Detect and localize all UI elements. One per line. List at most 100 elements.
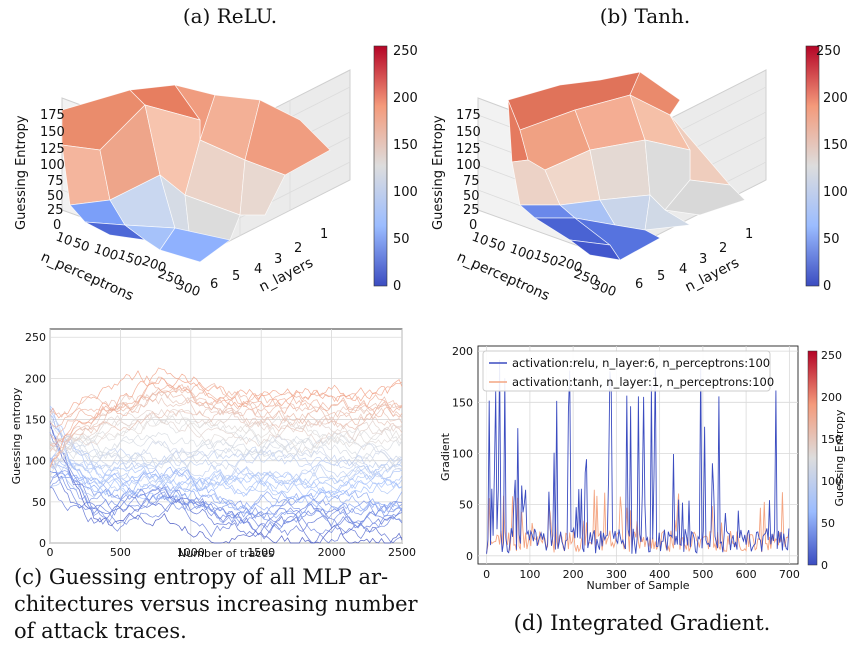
x-tick-a: 50 xyxy=(71,236,92,256)
z-tick-b: 125 xyxy=(456,142,481,157)
cbar-tick-d: 250 xyxy=(821,349,842,362)
colorbar-a xyxy=(373,45,388,287)
surface-b xyxy=(507,71,746,261)
y-tick-d: 100 xyxy=(452,447,473,460)
colorbar-b xyxy=(805,45,820,287)
trace-line xyxy=(49,469,403,514)
cbar-tick-b: 0 xyxy=(823,279,831,294)
x-label-d: Number of Sample xyxy=(586,579,689,592)
y-tick-c: 50 xyxy=(32,496,46,509)
x-tick-d: 600 xyxy=(736,568,757,581)
panel-c: 0 500 1000 1500 2000 2500 0 50 100 150 200 250 Numb… xyxy=(10,328,419,643)
trace-line xyxy=(49,457,403,519)
traces-d xyxy=(486,359,790,554)
traces-c xyxy=(49,367,403,544)
cbar-tick-a: 250 xyxy=(393,44,418,59)
series-relu-line xyxy=(486,359,790,554)
caption-a: (a) ReLU. xyxy=(183,4,277,28)
z-tick-b: 25 xyxy=(463,203,480,218)
z-tick-a: 125 xyxy=(40,142,65,157)
x-tick-d: 0 xyxy=(483,568,490,581)
z-label-b: Guessing Entropy xyxy=(431,115,446,230)
z-tick-b: 175 xyxy=(456,108,481,123)
y-label-a: n_layers xyxy=(257,255,316,296)
y-label-b: n_layers xyxy=(683,255,742,296)
caption-c-line3: of attack traces. xyxy=(14,619,187,643)
trace-line xyxy=(49,457,403,534)
trace-line xyxy=(49,405,403,498)
x-tick-c: 2000 xyxy=(318,546,346,559)
y-ticks-a: 1 2 3 4 5 6 xyxy=(210,227,328,292)
z-tick-a: 100 xyxy=(40,158,65,173)
trace-line xyxy=(49,470,403,528)
y-tick-b: 3 xyxy=(699,252,707,267)
y-tick-b: 1 xyxy=(745,227,753,242)
z-tick-a: 0 xyxy=(53,218,61,233)
trace-line xyxy=(49,448,403,496)
cbar-tick-d: 200 xyxy=(821,391,842,404)
trace-line xyxy=(49,447,403,480)
colorbar-label-d: Guessing Entropy xyxy=(833,409,846,506)
x-tick-c: 1000 xyxy=(177,546,205,559)
cbar-tick-b: 250 xyxy=(816,44,841,59)
cbar-tick-b: 100 xyxy=(823,185,847,200)
y-label-d: Gradient xyxy=(439,432,452,481)
y-tick-b: 6 xyxy=(635,277,643,292)
cbar-tick-b: 200 xyxy=(823,91,847,106)
y-tick-c: 150 xyxy=(25,414,46,427)
z-tick-b: 100 xyxy=(456,158,481,173)
x-tick-b: 50 xyxy=(487,236,508,256)
trace-line xyxy=(49,425,403,484)
z-tick-b: 150 xyxy=(456,125,481,140)
y-tick-d: 0 xyxy=(466,550,473,563)
trace-line xyxy=(49,383,403,442)
y-label-c: Guessing entropy xyxy=(10,387,23,484)
x-tick-c: 500 xyxy=(110,546,131,559)
x-tick-d: 200 xyxy=(563,568,584,581)
cbar-tick-d: 100 xyxy=(821,475,842,488)
cbar-tick-d: 50 xyxy=(821,517,835,530)
cbar-tick-d: 150 xyxy=(821,433,842,446)
trace-line xyxy=(49,455,403,488)
trace-line xyxy=(49,432,403,460)
ticks-d: 0 100 200 300 400 500 600 700 0 50 100 150 200 xyxy=(452,345,800,581)
y-tick-a: 4 xyxy=(254,262,262,277)
y-ticks-b: 1 2 3 4 5 6 xyxy=(635,227,753,292)
trace-line xyxy=(49,409,403,478)
trace-line xyxy=(49,426,403,538)
x-tick-a: 300 xyxy=(174,278,202,301)
trace-line xyxy=(49,376,403,447)
caption-b: (b) Tanh. xyxy=(600,4,691,28)
y-tick-a: 2 xyxy=(294,241,302,256)
x-tick-c: 1500 xyxy=(247,546,275,559)
cbar-tick-a: 200 xyxy=(393,91,418,106)
z-ticks-b: 175 150 125 100 75 50 25 0 xyxy=(456,108,481,233)
x-tick-c: 0 xyxy=(47,546,54,559)
z-tick-a: 175 xyxy=(40,108,65,123)
z-label-a: Guessing Entropy xyxy=(14,115,29,230)
cbar-tick-d: 0 xyxy=(821,559,828,572)
x-tick-d: 700 xyxy=(779,568,800,581)
y-tick-a: 1 xyxy=(320,227,328,242)
z-tick-b: 50 xyxy=(463,189,480,204)
y-tick-d: 150 xyxy=(452,396,473,409)
z-tick-a: 25 xyxy=(47,203,64,218)
cbar-tick-a: 0 xyxy=(393,279,401,294)
colorbar-ticks-a: 0 50 100 150 200 250 xyxy=(393,44,418,294)
legend-label-relu: activation:relu, n_layer:6, n_perceptron… xyxy=(512,356,770,370)
trace-line xyxy=(49,434,403,471)
colorbar-ticks-b: 0 50 100 150 200 250 xyxy=(816,44,847,294)
ticks-c: 0 500 1000 1500 2000 2500 0 50 100 150 200 250 xyxy=(25,331,416,559)
y-tick-c: 100 xyxy=(25,455,46,468)
trace-line xyxy=(49,412,403,456)
trace-line xyxy=(49,408,403,453)
x-tick-a: 10 xyxy=(54,230,75,250)
x-tick-d: 100 xyxy=(519,568,540,581)
x-label-c: Number of traces xyxy=(178,547,274,560)
y-tick-d: 50 xyxy=(459,499,473,512)
panel-a: (a) ReLU. xyxy=(14,4,418,304)
cbar-tick-a: 150 xyxy=(393,138,418,153)
